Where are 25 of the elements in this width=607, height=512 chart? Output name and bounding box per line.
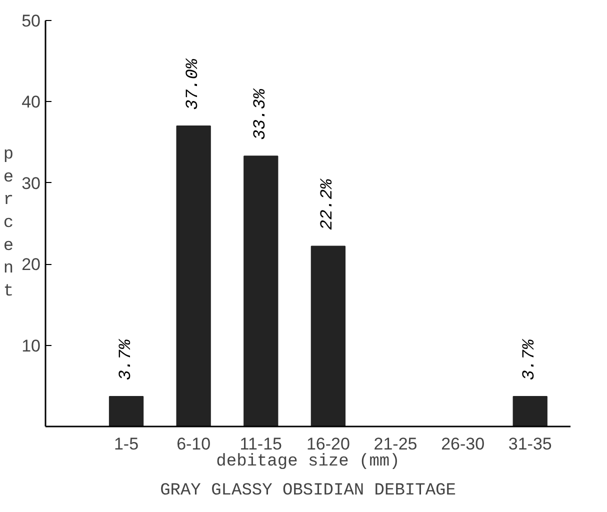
y-tick-label: 50 xyxy=(22,12,41,30)
y-tick-label: 30 xyxy=(22,174,41,193)
x-tick-label: 16-20 xyxy=(306,434,350,454)
bar xyxy=(176,126,211,426)
x-tick-label: 21-25 xyxy=(374,434,418,454)
x-tick-label: 26-30 xyxy=(441,434,485,454)
data-label: 22.2% xyxy=(318,178,338,230)
x-tick-label: 31-35 xyxy=(508,434,552,454)
data-label: 3.7% xyxy=(116,338,136,380)
x-tick-label: 1-5 xyxy=(114,434,139,454)
y-tick-label: 20 xyxy=(22,255,41,274)
bar xyxy=(310,246,346,426)
y-tick-label: 10 xyxy=(22,336,41,356)
y-tick-label: 40 xyxy=(22,92,41,112)
data-label: 37.0% xyxy=(184,58,204,110)
bar xyxy=(512,396,548,426)
data-label: 3.7% xyxy=(520,338,540,380)
bar xyxy=(108,396,144,426)
x-tick-label: 11-15 xyxy=(240,434,282,454)
x-tick-label: 6-10 xyxy=(176,434,211,454)
y-axis-title: percent xyxy=(3,146,14,302)
text: GRAY GLASSY OBSIDIAN DEBITAGE xyxy=(160,482,456,500)
data-label: 33.3% xyxy=(251,88,270,140)
x-axis-title: debitage size (mm) xyxy=(216,452,400,472)
bar xyxy=(244,156,278,426)
